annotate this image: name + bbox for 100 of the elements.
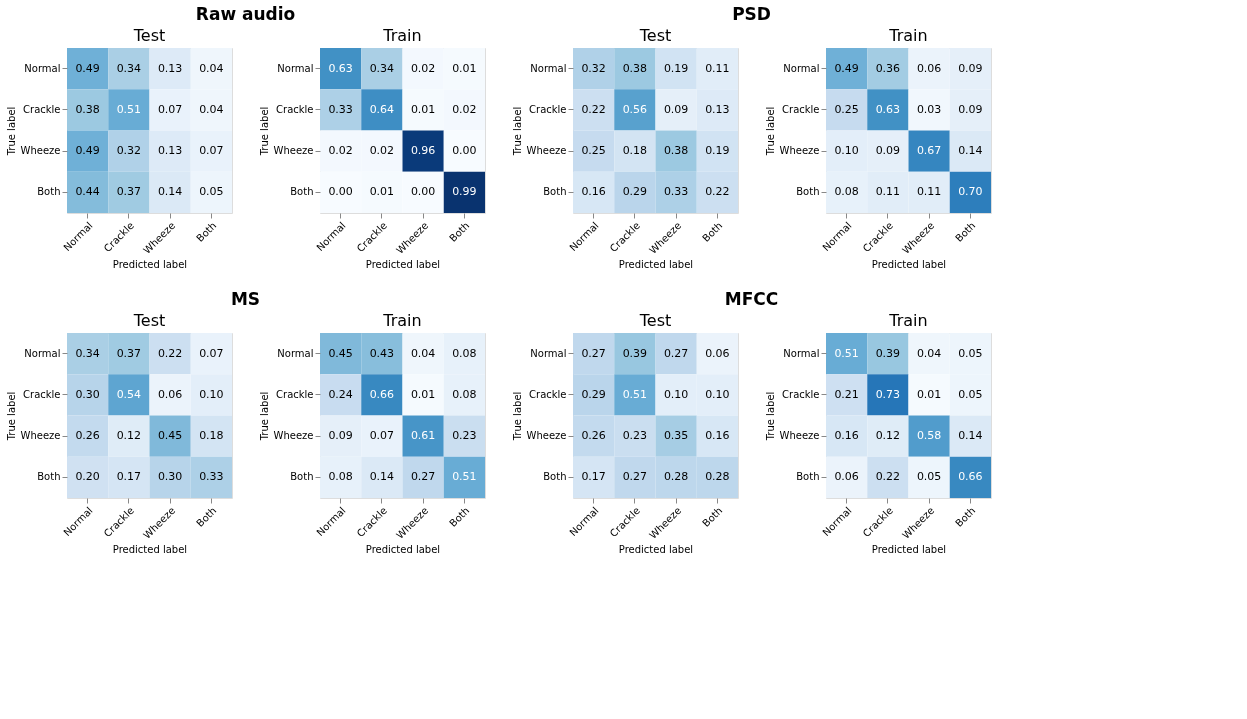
data-label: 0.56 — [622, 102, 648, 116]
y-tick-label: Both — [543, 186, 567, 198]
data-label: 0.35 — [663, 429, 689, 443]
data-label: 0.22 — [705, 185, 730, 199]
data-label: 0.64 — [369, 102, 395, 116]
data-label: 0.28 — [663, 470, 689, 484]
data-label: 0.01 — [452, 61, 477, 75]
data-label: 0.11 — [875, 185, 901, 199]
y-tick-label: Normal — [530, 347, 567, 359]
data-label: 0.22 — [157, 346, 183, 360]
data-label: 0.49 — [75, 61, 100, 75]
data-label: 0.38 — [622, 61, 648, 75]
data-label: 0.34 — [75, 346, 100, 360]
data-label: 0.39 — [875, 346, 901, 360]
chart-subtitle: MS — [230, 288, 261, 309]
data-label: 0.63 — [875, 102, 901, 116]
data-label: 0.27 — [622, 470, 648, 484]
data-label: 0.04 — [916, 346, 942, 360]
data-label: 0.16 — [834, 429, 859, 443]
data-label: 0.22 — [581, 102, 606, 116]
data-label: 0.05 — [958, 387, 983, 401]
data-label: 0.29 — [581, 387, 606, 401]
chart-title: Test — [638, 311, 672, 330]
y-tick-label: Both — [796, 186, 820, 198]
y-axis-title: True label — [5, 391, 17, 442]
data-label: 0.43 — [369, 346, 395, 360]
data-label: 0.29 — [622, 185, 648, 199]
y-tick-label: Wheeze — [20, 430, 61, 442]
data-label: 0.05 — [199, 185, 224, 199]
data-label: 0.49 — [75, 144, 100, 158]
data-label: 0.02 — [452, 102, 477, 116]
data-label: 0.13 — [157, 144, 183, 158]
data-label: 0.45 — [328, 346, 353, 360]
data-label: 0.18 — [622, 144, 648, 158]
data-label: 0.23 — [452, 429, 477, 443]
x-axis-title: Predicted label — [112, 543, 188, 555]
y-tick-label: Wheeze — [273, 145, 314, 157]
x-axis-title: Predicted label — [618, 258, 694, 270]
data-label: 0.02 — [328, 144, 353, 158]
data-label: 0.11 — [705, 61, 730, 75]
data-label: 0.10 — [199, 387, 224, 401]
data-label: 0.08 — [328, 470, 353, 484]
data-label: 0.33 — [199, 470, 224, 484]
data-label: 0.14 — [958, 429, 983, 443]
y-tick-label: Normal — [530, 62, 567, 74]
data-label: 0.27 — [663, 346, 689, 360]
y-tick-label: Crackle — [276, 103, 314, 115]
data-label: 0.58 — [916, 429, 942, 443]
y-tick-label: Wheeze — [526, 145, 567, 157]
data-label: 0.09 — [875, 144, 901, 158]
data-label: 0.32 — [116, 144, 142, 158]
chart-title: Train — [888, 311, 928, 330]
y-tick-label: Crackle — [529, 103, 567, 115]
data-label: 0.38 — [663, 144, 689, 158]
data-label: 0.63 — [328, 61, 353, 75]
y-tick-label: Crackle — [782, 388, 820, 400]
data-label: 0.08 — [834, 185, 859, 199]
data-label: 0.34 — [369, 61, 395, 75]
data-label: 0.17 — [116, 470, 142, 484]
data-label: 0.49 — [834, 61, 859, 75]
data-label: 0.21 — [834, 387, 859, 401]
data-label: 0.16 — [581, 185, 606, 199]
data-label: 0.09 — [958, 61, 983, 75]
data-label: 0.13 — [705, 102, 730, 116]
data-label: 0.09 — [958, 102, 983, 116]
data-label: 0.02 — [410, 61, 436, 75]
y-tick-label: Normal — [24, 347, 61, 359]
y-tick-label: Both — [290, 471, 314, 483]
data-label: 0.19 — [705, 144, 730, 158]
y-tick-label: Crackle — [23, 388, 61, 400]
data-label: 0.14 — [157, 185, 183, 199]
data-label: 0.03 — [916, 102, 942, 116]
y-axis-title: True label — [511, 391, 523, 442]
data-label: 0.05 — [958, 346, 983, 360]
data-label: 0.30 — [75, 387, 100, 401]
data-label: 0.38 — [75, 102, 100, 116]
data-label: 0.32 — [581, 61, 606, 75]
chart-title: Train — [888, 26, 928, 45]
data-label: 0.51 — [834, 346, 859, 360]
y-axis-title: True label — [258, 106, 270, 157]
data-label: 0.13 — [157, 61, 183, 75]
chart-title: Test — [638, 26, 672, 45]
y-tick-label: Normal — [783, 62, 820, 74]
data-label: 0.01 — [369, 185, 395, 199]
data-label: 0.26 — [581, 429, 606, 443]
data-label: 0.25 — [581, 144, 606, 158]
chart-subtitle: PSD — [732, 3, 771, 24]
y-tick-label: Both — [37, 471, 61, 483]
data-label: 0.10 — [834, 144, 859, 158]
data-label: 0.16 — [705, 429, 730, 443]
data-label: 0.51 — [452, 470, 477, 484]
data-label: 0.07 — [199, 144, 224, 158]
data-label: 0.12 — [116, 429, 142, 443]
y-tick-label: Wheeze — [779, 430, 820, 442]
y-tick-label: Normal — [277, 347, 314, 359]
data-label: 0.27 — [410, 470, 436, 484]
data-label: 0.66 — [369, 387, 395, 401]
data-label: 0.07 — [199, 346, 224, 360]
data-label: 0.01 — [410, 387, 436, 401]
data-label: 0.34 — [116, 61, 142, 75]
